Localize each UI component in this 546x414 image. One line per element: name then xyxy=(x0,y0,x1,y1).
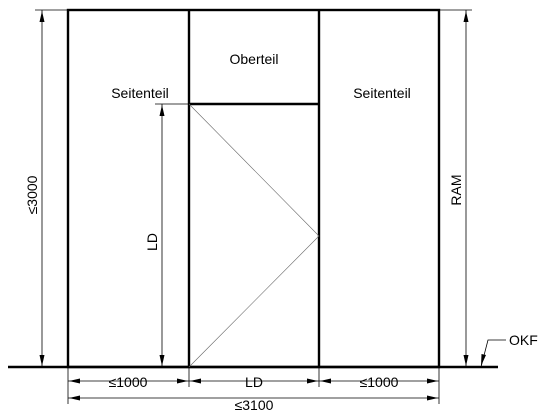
width-dimensions xyxy=(67,367,440,404)
left-panel-label: Seitenteil xyxy=(111,85,169,101)
total-width-label: ≤3100 xyxy=(235,397,274,413)
door-height-dimension xyxy=(155,103,189,367)
ram-dimension xyxy=(439,9,472,367)
ram-label: RAM xyxy=(448,174,464,205)
door-height-label: LD xyxy=(144,233,160,251)
okf-label: OKF xyxy=(509,332,538,348)
total-height-dimension xyxy=(35,9,68,367)
right-panel-label: Seitenteil xyxy=(353,85,411,101)
top-panel-label: Oberteil xyxy=(229,51,278,67)
door-width-label: LD xyxy=(245,374,263,390)
door-swing-lines xyxy=(188,103,320,368)
okf-leader xyxy=(480,339,506,368)
total-height-label: ≤3000 xyxy=(24,175,40,214)
outer-frame xyxy=(66,8,441,369)
left-width-label: ≤1000 xyxy=(109,374,148,390)
right-width-label: ≤1000 xyxy=(360,374,399,390)
